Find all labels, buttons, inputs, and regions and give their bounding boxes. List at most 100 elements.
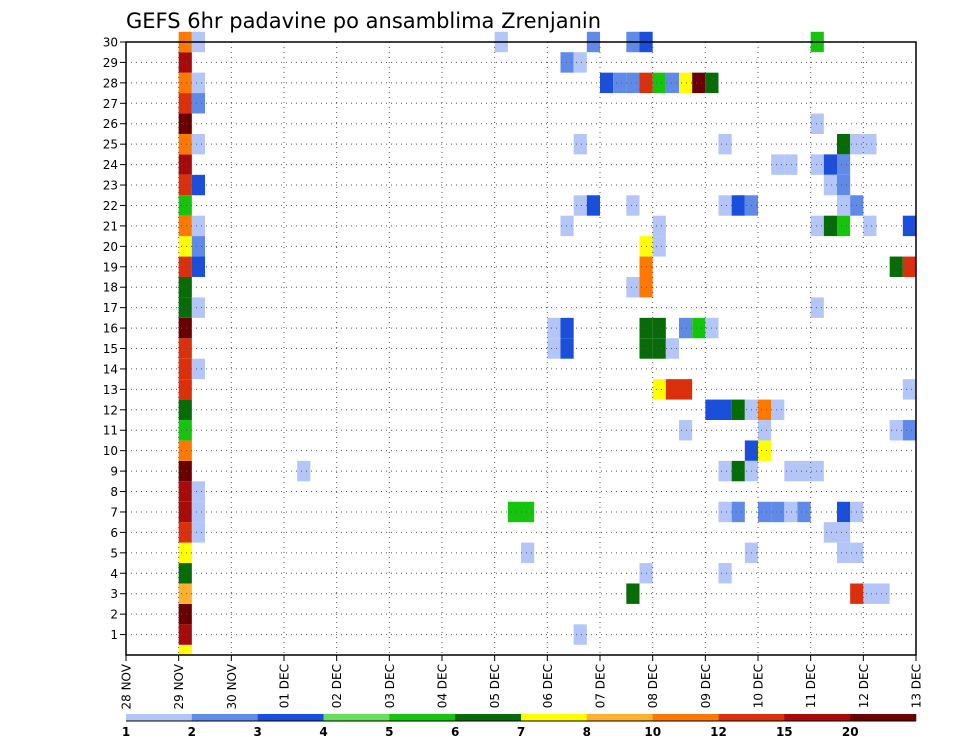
heatmap-cell xyxy=(178,93,192,114)
y-tick-label: 8 xyxy=(110,485,118,499)
heatmap-cell xyxy=(178,563,192,584)
chart-title: GEFS 6hr padavine po ansamblima Zrenjani… xyxy=(126,9,601,33)
heatmap-cell xyxy=(560,52,574,73)
heatmap-cell xyxy=(837,154,851,175)
heatmap-cell xyxy=(692,317,706,339)
heatmap-cell xyxy=(771,501,785,523)
heatmap-cell xyxy=(178,154,192,175)
colorbar-swatch xyxy=(257,714,324,721)
heatmap-cell xyxy=(178,420,192,441)
x-tick-label: 08 DEC xyxy=(646,664,660,708)
heatmap-cell xyxy=(178,133,192,155)
x-tick-label: 07 DEC xyxy=(594,664,608,708)
heatmap-cell xyxy=(797,501,811,523)
heatmap-cell xyxy=(613,72,627,94)
colorbar-label: 6 xyxy=(451,725,459,739)
heatmap-cell xyxy=(679,420,693,441)
heatmap-cell xyxy=(718,563,732,584)
heatmap-cell xyxy=(876,583,890,604)
colorbar-label: 7 xyxy=(517,725,525,739)
colorbar-label: 10 xyxy=(644,725,661,739)
heatmap-cell xyxy=(758,399,772,421)
y-tick-label: 3 xyxy=(110,587,118,601)
y-tick-label: 26 xyxy=(103,117,118,131)
heatmap-cell xyxy=(626,276,640,298)
heatmap-cell xyxy=(665,72,679,94)
heatmap-cell xyxy=(178,113,192,134)
heatmap-cell xyxy=(178,174,192,196)
heatmap-cell xyxy=(797,460,811,482)
x-tick-label: 01 DEC xyxy=(278,664,292,708)
heatmap-cell xyxy=(178,542,192,564)
heatmap-cell xyxy=(191,358,205,380)
y-tick-label: 14 xyxy=(103,362,118,376)
heatmap-cell xyxy=(718,460,732,482)
y-tick-label: 16 xyxy=(103,322,118,336)
heatmap-cell xyxy=(560,338,574,359)
colorbar: 1 2 3 4 5 6 7 8 10 12 15 20 xyxy=(122,714,917,739)
x-tick-label: 30 NOV xyxy=(225,663,239,709)
heatmap-cell xyxy=(178,297,192,318)
x-tick-label: 12 DEC xyxy=(857,664,871,708)
heatmap-cell xyxy=(718,501,732,523)
heatmap-cell xyxy=(679,72,693,94)
heatmap-cell xyxy=(191,72,205,94)
heatmap-cell xyxy=(191,236,205,257)
heatmap-cell xyxy=(191,93,205,114)
heatmap-cell xyxy=(731,460,745,482)
heatmap-cell xyxy=(810,297,824,318)
heatmap-cell xyxy=(863,133,877,155)
precipitation-cells xyxy=(178,31,916,655)
colorbar-label: 4 xyxy=(319,725,327,739)
heatmap-cell xyxy=(178,379,192,400)
x-tick-label: 09 DEC xyxy=(699,664,713,708)
heatmap-cell xyxy=(902,420,916,441)
x-tick-label: 29 NOV xyxy=(172,663,186,709)
y-axis: 1234567891011121314151617181920212223242… xyxy=(103,36,126,642)
heatmap-cell xyxy=(758,501,772,523)
heatmap-cell xyxy=(178,522,192,543)
heatmap-cell xyxy=(718,133,732,155)
heatmap-cell xyxy=(771,154,785,175)
heatmap-cell xyxy=(731,501,745,523)
y-tick-label: 29 xyxy=(103,56,118,70)
y-tick-label: 9 xyxy=(110,465,118,479)
heatmap-cell xyxy=(178,399,192,421)
heatmap-cell xyxy=(191,297,205,318)
heatmap-cell xyxy=(731,399,745,421)
y-tick-label: 2 xyxy=(110,608,118,622)
heatmap-cell xyxy=(810,154,824,175)
heatmap-cell xyxy=(191,256,205,277)
heatmap-cell xyxy=(902,379,916,400)
x-tick-label: 28 NOV xyxy=(120,663,134,709)
x-tick-label: 02 DEC xyxy=(330,664,344,708)
heatmap-cell xyxy=(863,215,877,237)
heatmap-cell xyxy=(665,379,679,400)
y-tick-label: 15 xyxy=(103,342,118,356)
heatmap-cell xyxy=(810,460,824,482)
colorbar-label: 1 xyxy=(122,725,130,739)
colorbar-swatch xyxy=(455,714,522,721)
y-tick-label: 25 xyxy=(103,138,118,152)
heatmap-cell xyxy=(810,113,824,134)
y-tick-label: 7 xyxy=(110,505,118,519)
x-tick-label: 04 DEC xyxy=(436,664,450,708)
heatmap-cell xyxy=(178,624,192,645)
heatmap-cell xyxy=(652,215,666,237)
heatmap-cell xyxy=(178,276,192,298)
heatmap-cell xyxy=(823,154,837,175)
colorbar-swatch xyxy=(389,714,456,721)
heatmap-cell xyxy=(178,317,192,339)
heatmap-cell xyxy=(731,195,745,216)
heatmap-cell xyxy=(837,522,851,543)
colorbar-swatch xyxy=(652,714,719,721)
heatmap-cell xyxy=(837,542,851,564)
y-tick-label: 4 xyxy=(110,567,118,581)
heatmap-cell xyxy=(191,522,205,543)
heatmap-cell xyxy=(521,542,535,564)
y-tick-label: 13 xyxy=(103,383,118,397)
x-tick-label: 05 DEC xyxy=(488,664,502,708)
y-tick-label: 6 xyxy=(110,526,118,540)
heatmap-cell xyxy=(178,72,192,94)
